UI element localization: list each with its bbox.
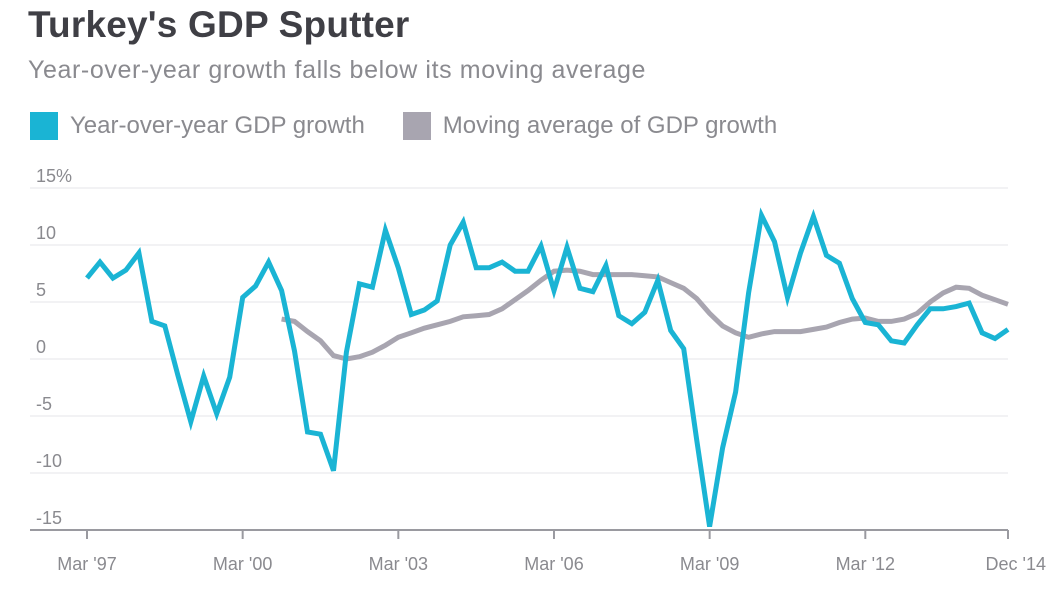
x-tick-label: Mar '00	[213, 554, 272, 574]
x-tick-label: Mar '03	[369, 554, 428, 574]
series-line-yoy-gdp-growth	[85, 207, 1010, 528]
legend-item-moving-average: Moving average of GDP growth	[402, 112, 778, 140]
grid-lines	[30, 187, 1008, 531]
chart-title: Turkey's GDP Sputter	[28, 4, 410, 45]
y-tick-label: -5	[36, 394, 52, 414]
series-line-moving-average	[281, 267, 1009, 362]
chart-legend: Year-over-year GDP growth Moving average…	[30, 108, 815, 144]
y-tick-label: -15	[36, 508, 62, 528]
legend-label-yoy: Year-over-year GDP growth	[70, 112, 365, 139]
series-lines	[85, 207, 1010, 528]
x-tick-label: Mar '06	[524, 554, 583, 574]
y-tick-label: 15%	[36, 166, 72, 186]
y-tick-label: 10	[36, 223, 56, 243]
legend-label-moving-average: Moving average of GDP growth	[442, 112, 778, 139]
y-tick-label: 5	[36, 280, 46, 300]
x-tick-label: Mar '12	[836, 554, 895, 574]
legend-swatch-moving-average	[402, 112, 431, 140]
x-tick-label: Mar '97	[57, 554, 116, 574]
y-tick-label: -10	[36, 451, 62, 471]
chart-subtitle: Year-over-year growth falls below its mo…	[28, 56, 647, 84]
y-tick-label: 0	[36, 337, 46, 357]
x-tick-label: Dec '14	[986, 554, 1046, 574]
y-axis-tick-labels: 15% 10 5 0 -5 -10 -15	[36, 166, 72, 528]
x-axis: Mar '97 Mar '00 Mar '03 Mar '06 Mar '09 Mar '…	[57, 530, 1046, 574]
legend-item-yoy: Year-over-year GDP growth	[30, 112, 365, 140]
legend-swatch-yoy	[30, 112, 58, 140]
x-tick-label: Mar '09	[680, 554, 739, 574]
